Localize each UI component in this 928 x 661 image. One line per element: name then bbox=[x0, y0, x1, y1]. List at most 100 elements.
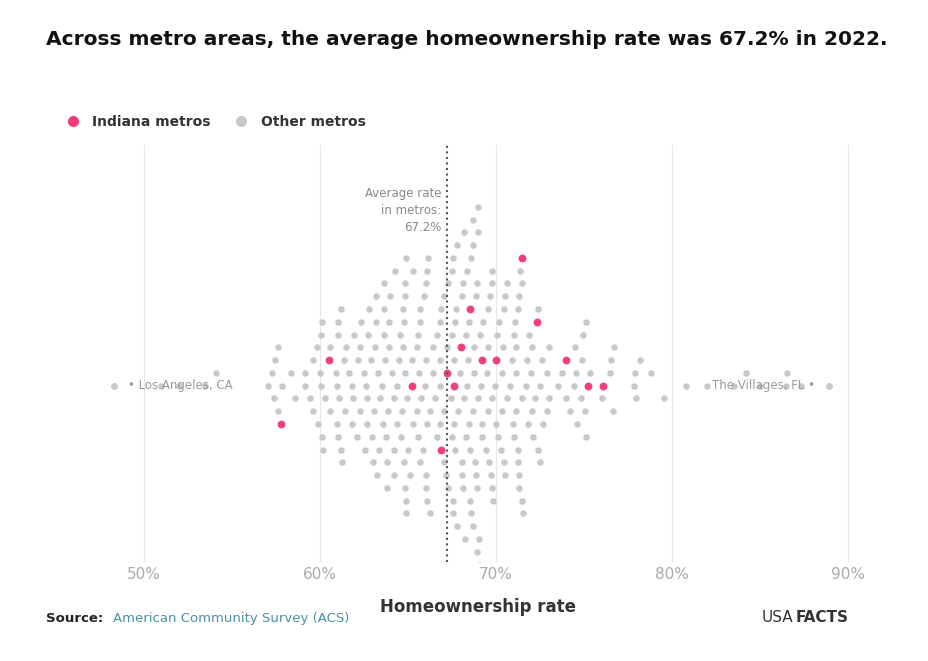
Point bbox=[529, 317, 544, 327]
Point bbox=[382, 291, 397, 301]
Point bbox=[535, 355, 549, 366]
Point bbox=[418, 355, 432, 366]
Point bbox=[541, 342, 556, 352]
Point bbox=[465, 214, 480, 225]
Point bbox=[470, 559, 485, 570]
Point bbox=[454, 470, 469, 481]
Point bbox=[627, 393, 642, 404]
Point bbox=[387, 265, 402, 276]
Point bbox=[474, 355, 489, 366]
Point bbox=[416, 444, 431, 455]
Point bbox=[458, 329, 472, 340]
Point bbox=[522, 368, 537, 378]
Point bbox=[377, 355, 392, 366]
Point bbox=[527, 393, 542, 404]
Point bbox=[376, 303, 391, 314]
Point bbox=[488, 418, 503, 429]
Point bbox=[410, 432, 425, 442]
Point bbox=[413, 457, 428, 467]
Point bbox=[367, 317, 382, 327]
Point bbox=[365, 432, 380, 442]
Point bbox=[752, 380, 767, 391]
Point bbox=[413, 393, 428, 404]
Point bbox=[344, 418, 359, 429]
Point bbox=[310, 418, 325, 429]
Point bbox=[474, 432, 489, 442]
Point bbox=[506, 329, 521, 340]
Point bbox=[345, 393, 360, 404]
Point bbox=[422, 508, 437, 519]
Point bbox=[376, 418, 391, 429]
Point bbox=[398, 495, 413, 506]
Point bbox=[436, 406, 451, 416]
Point bbox=[603, 355, 618, 366]
Point bbox=[699, 380, 714, 391]
Point bbox=[261, 380, 276, 391]
Point bbox=[655, 393, 670, 404]
Point bbox=[470, 547, 484, 557]
Point bbox=[303, 393, 317, 404]
Point bbox=[329, 418, 344, 429]
Point bbox=[509, 342, 523, 352]
Text: FACTS: FACTS bbox=[794, 609, 847, 625]
Point bbox=[198, 380, 213, 391]
Point bbox=[107, 380, 122, 391]
Point bbox=[397, 368, 412, 378]
Point bbox=[376, 329, 391, 340]
Point bbox=[452, 368, 467, 378]
Point bbox=[419, 495, 434, 506]
Text: American Community Survey (ACS): American Community Survey (ACS) bbox=[113, 611, 349, 625]
Point bbox=[678, 380, 693, 391]
Point bbox=[107, 380, 122, 391]
Point bbox=[573, 393, 587, 404]
Point bbox=[315, 432, 329, 442]
Point bbox=[313, 368, 328, 378]
Point bbox=[575, 329, 590, 340]
Point bbox=[154, 380, 169, 391]
Point bbox=[397, 278, 412, 289]
Point bbox=[446, 418, 461, 429]
Point bbox=[314, 329, 329, 340]
Point bbox=[497, 470, 512, 481]
Point bbox=[583, 368, 598, 378]
Point bbox=[417, 291, 432, 301]
Point bbox=[458, 265, 473, 276]
Point bbox=[448, 240, 463, 251]
Point bbox=[445, 432, 459, 442]
Point bbox=[469, 483, 483, 493]
Point bbox=[396, 457, 411, 467]
Point bbox=[496, 457, 511, 467]
Point bbox=[449, 521, 464, 531]
Point bbox=[510, 457, 525, 467]
Point bbox=[511, 470, 526, 481]
Text: • Los Angeles, CA: • Los Angeles, CA bbox=[128, 379, 232, 392]
Point bbox=[447, 303, 462, 314]
Point bbox=[514, 495, 529, 506]
Point bbox=[380, 406, 395, 416]
Point bbox=[330, 432, 345, 442]
Point bbox=[313, 380, 328, 391]
Point bbox=[495, 406, 509, 416]
Point bbox=[606, 342, 621, 352]
Point bbox=[445, 253, 459, 263]
Point bbox=[393, 329, 407, 340]
Point bbox=[384, 368, 399, 378]
Point bbox=[361, 303, 376, 314]
Point bbox=[491, 432, 506, 442]
Point bbox=[483, 291, 497, 301]
Point bbox=[402, 470, 417, 481]
Point bbox=[331, 393, 346, 404]
Text: USA: USA bbox=[761, 609, 793, 625]
Point bbox=[498, 393, 513, 404]
Point bbox=[361, 329, 376, 340]
Point bbox=[330, 317, 345, 327]
Point bbox=[515, 508, 530, 519]
Point bbox=[380, 483, 394, 493]
Point bbox=[404, 380, 419, 391]
Point bbox=[605, 406, 620, 416]
Point bbox=[468, 291, 483, 301]
Point bbox=[462, 495, 477, 506]
Point bbox=[524, 342, 539, 352]
Point bbox=[558, 393, 573, 404]
Point bbox=[470, 227, 485, 237]
